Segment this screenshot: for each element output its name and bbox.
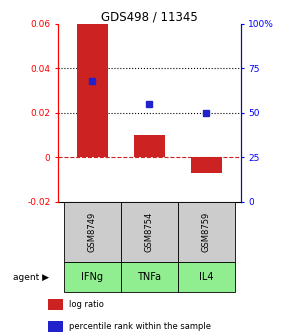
Text: percentile rank within the sample: percentile rank within the sample xyxy=(69,322,211,331)
Text: IL4: IL4 xyxy=(199,272,214,282)
Bar xyxy=(77,24,108,157)
Bar xyxy=(178,262,235,292)
Text: agent ▶: agent ▶ xyxy=(13,273,49,282)
Bar xyxy=(178,202,235,262)
Text: GSM8759: GSM8759 xyxy=(202,212,211,252)
Text: log ratio: log ratio xyxy=(69,300,104,309)
Bar xyxy=(134,135,165,157)
Text: GSM8754: GSM8754 xyxy=(145,212,154,252)
Bar xyxy=(64,262,121,292)
Bar xyxy=(121,262,178,292)
Text: GSM8749: GSM8749 xyxy=(88,212,97,252)
Bar xyxy=(121,202,178,262)
Title: GDS498 / 11345: GDS498 / 11345 xyxy=(101,10,198,24)
Bar xyxy=(48,299,63,310)
Text: TNFa: TNFa xyxy=(137,272,161,282)
Bar xyxy=(191,157,222,173)
Bar xyxy=(48,321,63,332)
Bar xyxy=(64,202,121,262)
Text: IFNg: IFNg xyxy=(81,272,103,282)
